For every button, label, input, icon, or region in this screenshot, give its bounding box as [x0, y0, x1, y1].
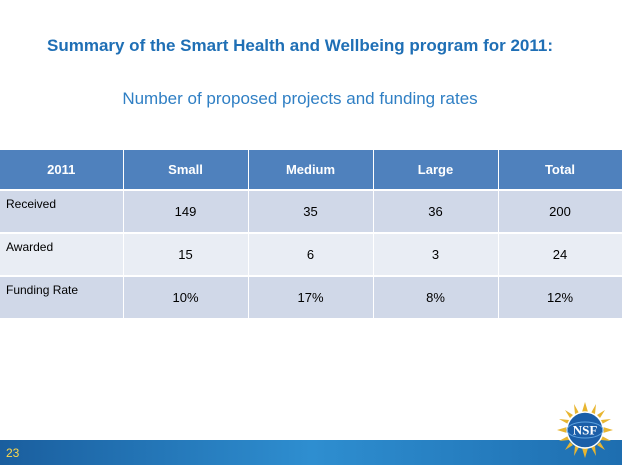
- row-label: Funding Rate: [0, 276, 124, 320]
- table-cell: 36: [373, 190, 499, 234]
- header-total: Total: [498, 150, 622, 191]
- logo-rays: [557, 402, 613, 458]
- table-cell: 24: [498, 233, 622, 277]
- header-small: Small: [123, 150, 249, 191]
- table-cell: 17%: [248, 276, 374, 320]
- table-cell: 6: [248, 233, 374, 277]
- table-cell: 10%: [123, 276, 249, 320]
- table-row: Received 149 35 36 200: [0, 190, 622, 234]
- row-label: Received: [0, 190, 124, 234]
- footer-bar: [0, 440, 622, 465]
- table-row: Awarded 15 6 3 24: [0, 233, 622, 277]
- logo-text: NSF: [573, 423, 598, 438]
- table-cell: 15: [123, 233, 249, 277]
- nsf-logo: NSF: [557, 402, 613, 458]
- header-medium: Medium: [248, 150, 374, 191]
- row-label: Awarded: [0, 233, 124, 277]
- table-cell: 200: [498, 190, 622, 234]
- table-cell: 8%: [373, 276, 499, 320]
- page-number: 23: [6, 446, 20, 460]
- slide-title: Summary of the Smart Health and Wellbein…: [46, 36, 554, 55]
- table-cell: 12%: [498, 276, 622, 320]
- table-cell: 3: [373, 233, 499, 277]
- table-cell: 35: [248, 190, 374, 234]
- header-year: 2011: [0, 150, 124, 191]
- summary-table: 2011 Small Medium Large Total Received 1…: [0, 150, 622, 320]
- header-large: Large: [373, 150, 499, 191]
- table-header-row: 2011 Small Medium Large Total: [0, 150, 622, 191]
- table-cell: 149: [123, 190, 249, 234]
- slide-subtitle: Number of proposed projects and funding …: [122, 89, 478, 108]
- table-row: Funding Rate 10% 17% 8% 12%: [0, 276, 622, 320]
